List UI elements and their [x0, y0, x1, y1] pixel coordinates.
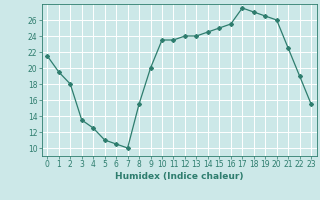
X-axis label: Humidex (Indice chaleur): Humidex (Indice chaleur) — [115, 172, 244, 181]
